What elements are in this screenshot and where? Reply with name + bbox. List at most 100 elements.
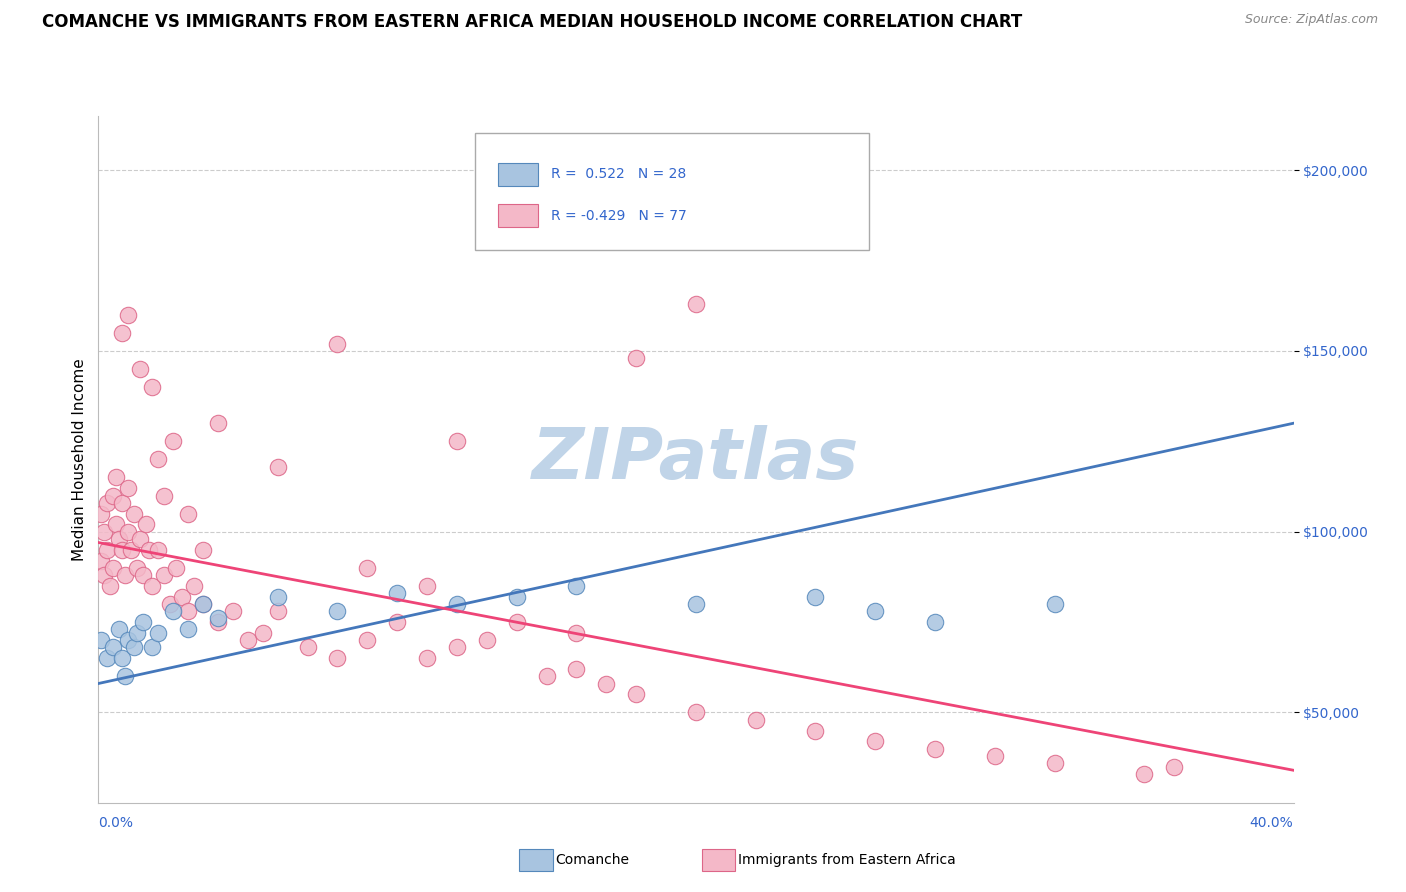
Point: [924, 741, 946, 756]
Point: [148, 542, 170, 557]
Point: [93, 568, 115, 582]
Point: [96, 651, 118, 665]
Point: [117, 481, 139, 495]
Point: [165, 561, 187, 575]
Point: [446, 597, 468, 611]
FancyBboxPatch shape: [498, 204, 538, 227]
Point: [236, 633, 259, 648]
Point: [117, 308, 139, 322]
Point: [191, 597, 214, 611]
Point: [138, 542, 160, 557]
Point: [865, 604, 887, 618]
Point: [111, 326, 134, 340]
Text: Comanche: Comanche: [555, 853, 630, 867]
Point: [111, 542, 134, 557]
Point: [114, 568, 136, 582]
Point: [153, 568, 176, 582]
Point: [565, 662, 588, 676]
Point: [111, 651, 134, 665]
Point: [252, 626, 274, 640]
Text: 0.0%: 0.0%: [98, 816, 134, 830]
Point: [183, 579, 205, 593]
Point: [385, 615, 409, 629]
Point: [446, 434, 468, 449]
Point: [132, 615, 155, 629]
Point: [103, 561, 125, 575]
Point: [132, 568, 155, 582]
Text: Immigrants from Eastern Africa: Immigrants from Eastern Africa: [738, 853, 956, 867]
Point: [162, 434, 184, 449]
Point: [297, 640, 319, 655]
Point: [117, 524, 139, 539]
Point: [1163, 759, 1185, 773]
Point: [117, 633, 139, 648]
Point: [624, 351, 647, 366]
Point: [267, 604, 290, 618]
Point: [141, 640, 163, 655]
Point: [685, 597, 707, 611]
Point: [191, 597, 214, 611]
Point: [90, 553, 112, 567]
Point: [141, 579, 163, 593]
Point: [685, 706, 707, 720]
Point: [207, 611, 229, 625]
Point: [804, 723, 827, 738]
Point: [191, 542, 214, 557]
Text: Source: ZipAtlas.com: Source: ZipAtlas.com: [1244, 13, 1378, 27]
Point: [162, 604, 184, 618]
Point: [177, 604, 200, 618]
Point: [103, 489, 125, 503]
Point: [1043, 597, 1066, 611]
Point: [267, 459, 290, 474]
Point: [924, 615, 946, 629]
Text: R = -0.429   N = 77: R = -0.429 N = 77: [551, 209, 688, 222]
Point: [506, 615, 529, 629]
Point: [267, 590, 290, 604]
Point: [222, 604, 245, 618]
Point: [326, 604, 349, 618]
Point: [207, 615, 229, 629]
FancyBboxPatch shape: [475, 133, 869, 250]
Point: [120, 542, 142, 557]
Point: [148, 626, 170, 640]
Point: [96, 542, 118, 557]
Point: [124, 507, 146, 521]
Point: [153, 489, 176, 503]
Point: [385, 586, 409, 600]
Point: [565, 579, 588, 593]
Point: [177, 507, 200, 521]
Point: [135, 517, 157, 532]
Point: [127, 626, 149, 640]
Point: [506, 590, 529, 604]
Point: [745, 713, 768, 727]
Text: R =  0.522   N = 28: R = 0.522 N = 28: [551, 168, 686, 181]
Point: [983, 748, 1005, 763]
Point: [356, 633, 378, 648]
Point: [108, 622, 131, 636]
Point: [108, 532, 131, 546]
Point: [103, 640, 125, 655]
Point: [446, 640, 468, 655]
Point: [207, 416, 229, 430]
Point: [356, 561, 378, 575]
Point: [129, 532, 152, 546]
Point: [1043, 756, 1066, 770]
Point: [326, 651, 349, 665]
Point: [416, 579, 439, 593]
Text: ZIPatlas: ZIPatlas: [533, 425, 859, 494]
Point: [105, 517, 128, 532]
Point: [111, 496, 134, 510]
Point: [148, 452, 170, 467]
Point: [90, 507, 112, 521]
Point: [536, 669, 558, 683]
Point: [1133, 767, 1156, 781]
Point: [93, 524, 115, 539]
Point: [177, 622, 200, 636]
FancyBboxPatch shape: [498, 162, 538, 186]
Text: COMANCHE VS IMMIGRANTS FROM EASTERN AFRICA MEDIAN HOUSEHOLD INCOME CORRELATION C: COMANCHE VS IMMIGRANTS FROM EASTERN AFRI…: [42, 13, 1022, 31]
Point: [141, 380, 163, 394]
Point: [96, 496, 118, 510]
Point: [105, 470, 128, 484]
Point: [595, 676, 617, 690]
Point: [90, 633, 112, 648]
